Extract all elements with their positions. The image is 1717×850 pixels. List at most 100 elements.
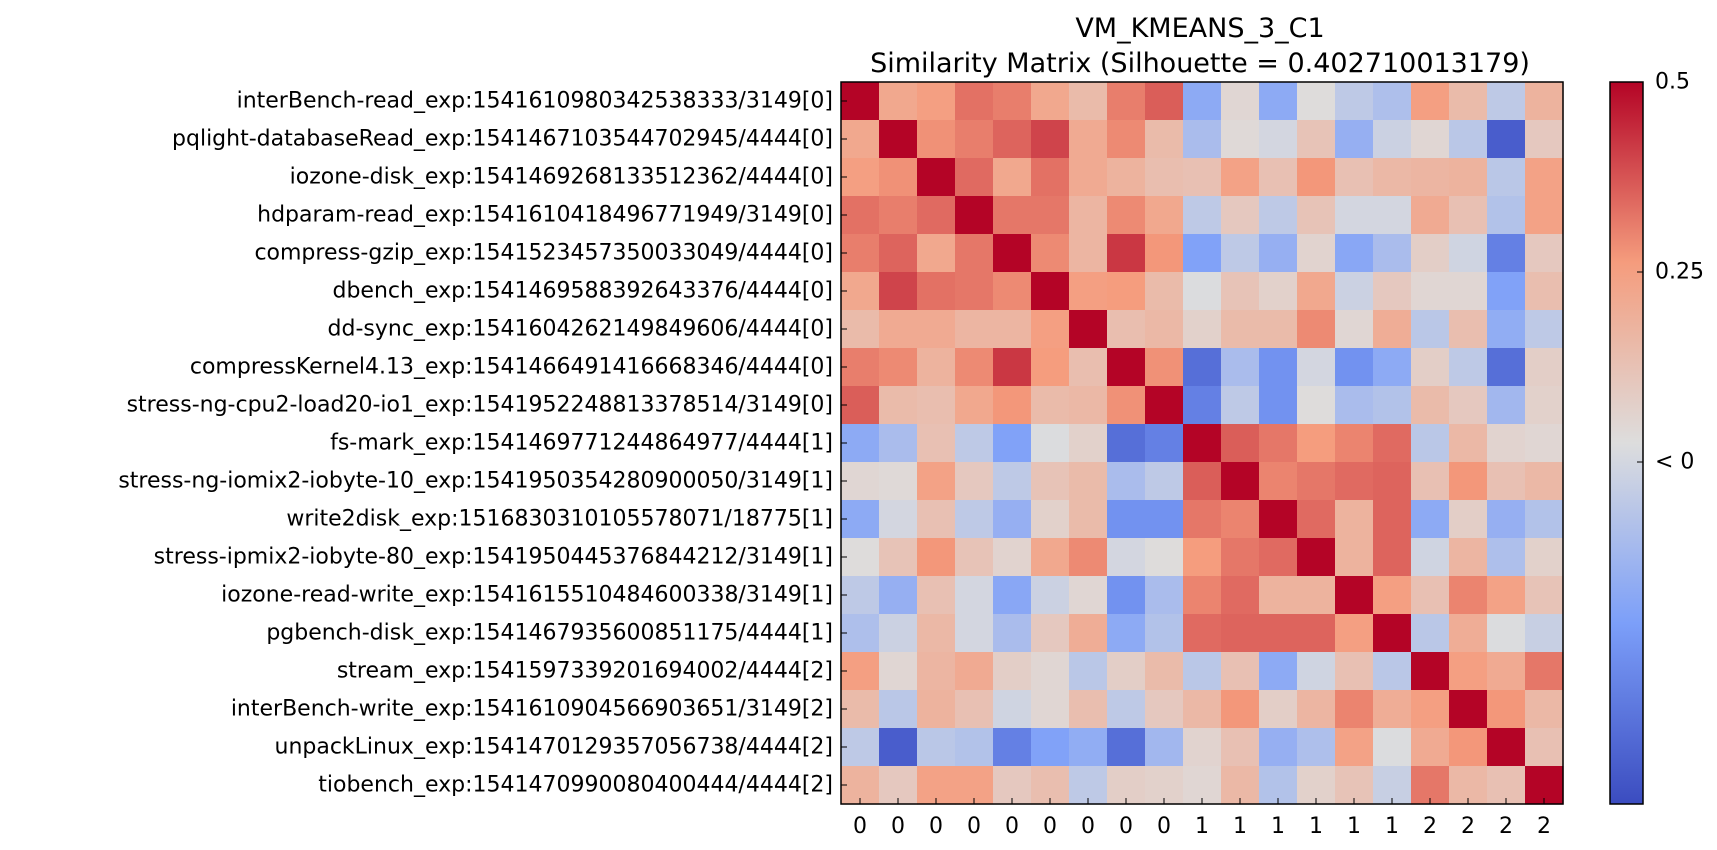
colorbar-tick-label: 0.5 xyxy=(1655,70,1690,95)
heatmap-cell xyxy=(1031,462,1070,501)
heatmap-cell xyxy=(955,652,994,691)
heatmap-cell xyxy=(1335,614,1374,653)
heatmap-cell xyxy=(1525,196,1564,235)
heatmap-cell xyxy=(1487,82,1526,121)
heatmap-cell xyxy=(1145,614,1184,653)
heatmap-cell xyxy=(1069,272,1108,311)
heatmap-cell xyxy=(1449,120,1488,159)
heatmap-cell xyxy=(841,158,880,197)
heatmap-cell xyxy=(1145,272,1184,311)
heatmap-cell xyxy=(917,538,956,577)
heatmap-cell xyxy=(841,348,880,387)
heatmap-cell xyxy=(1411,690,1450,729)
heatmap-cell xyxy=(841,424,880,463)
heatmap-cell xyxy=(1373,424,1412,463)
heatmap-cell xyxy=(1335,196,1374,235)
heatmap-cell xyxy=(993,424,1032,463)
heatmap-cell xyxy=(1373,348,1412,387)
heatmap-cell xyxy=(879,310,918,349)
heatmap-cell xyxy=(1335,424,1374,463)
heatmap-cell xyxy=(1335,728,1374,767)
heatmap-cell xyxy=(1487,424,1526,463)
heatmap-cell xyxy=(1183,196,1222,235)
heatmap-cell xyxy=(1069,690,1108,729)
heatmap-cell xyxy=(841,386,880,425)
heatmap-cell xyxy=(1145,158,1184,197)
heatmap-cell xyxy=(993,614,1032,653)
heatmap-cell xyxy=(1525,652,1564,691)
heatmap-cell xyxy=(1107,386,1146,425)
heatmap-cell xyxy=(1411,234,1450,273)
heatmap-cell xyxy=(917,690,956,729)
heatmap-cell xyxy=(1069,82,1108,121)
heatmap-cell xyxy=(1449,82,1488,121)
heatmap-cell xyxy=(1031,158,1070,197)
heatmap-cell xyxy=(917,348,956,387)
heatmap-cell xyxy=(1335,348,1374,387)
heatmap-cell xyxy=(1183,614,1222,653)
heatmap-cell xyxy=(993,500,1032,539)
heatmap-cell xyxy=(1373,728,1412,767)
heatmap-cell xyxy=(1145,82,1184,121)
heatmap-cell xyxy=(1107,348,1146,387)
heatmap-cell xyxy=(1107,272,1146,311)
row-label: compressKernel4.13_exp:15414664914166683… xyxy=(190,355,833,380)
heatmap-cell xyxy=(1221,386,1260,425)
row-label: pgbench-disk_exp:1541467935600851175/444… xyxy=(266,621,833,646)
heatmap-cell xyxy=(879,500,918,539)
heatmap-cell xyxy=(1221,500,1260,539)
heatmap-cell xyxy=(1297,386,1336,425)
heatmap-cell xyxy=(1373,196,1412,235)
heatmap-cell xyxy=(841,120,880,159)
heatmap-cell xyxy=(1411,538,1450,577)
heatmap-cell xyxy=(1069,196,1108,235)
colorbar-ticks: 0.5 0.25 < 0 xyxy=(1637,70,1704,475)
column-label: 0 xyxy=(891,814,905,839)
heatmap-cell xyxy=(1297,462,1336,501)
column-label: 1 xyxy=(1195,814,1209,839)
heatmap-cell xyxy=(955,234,994,273)
heatmap-cell xyxy=(1145,576,1184,615)
heatmap-cell xyxy=(1031,272,1070,311)
heatmap-cell xyxy=(879,386,918,425)
heatmap-cell xyxy=(1069,158,1108,197)
heatmap-cell xyxy=(1373,614,1412,653)
heatmap-cell xyxy=(917,82,956,121)
heatmap-cell xyxy=(1221,158,1260,197)
heatmap-cell xyxy=(1335,462,1374,501)
heatmap-cell xyxy=(1069,652,1108,691)
heatmap-cell xyxy=(993,158,1032,197)
heatmap-cell xyxy=(955,690,994,729)
heatmap-cell xyxy=(879,272,918,311)
heatmap-cell xyxy=(1411,272,1450,311)
heatmap-cell xyxy=(879,120,918,159)
heatmap-cell xyxy=(955,462,994,501)
heatmap-cell xyxy=(1487,310,1526,349)
heatmap-cell xyxy=(955,120,994,159)
heatmap-cell xyxy=(1411,196,1450,235)
heatmap-cell xyxy=(1297,120,1336,159)
heatmap-cell xyxy=(1069,614,1108,653)
heatmap-cell xyxy=(1411,576,1450,615)
heatmap-cell xyxy=(1221,272,1260,311)
heatmap-cell xyxy=(1145,424,1184,463)
heatmap-cell xyxy=(879,196,918,235)
heatmap-cell xyxy=(1259,652,1298,691)
heatmap-cell xyxy=(879,82,918,121)
heatmap-cell xyxy=(1259,348,1298,387)
row-label: interBench-write_exp:1541610904566903651… xyxy=(231,697,833,722)
heatmap-cell xyxy=(1259,234,1298,273)
heatmap-cell xyxy=(1449,652,1488,691)
heatmap-cell xyxy=(1487,728,1526,767)
heatmap-cell xyxy=(1373,690,1412,729)
heatmap-cell xyxy=(1525,614,1564,653)
heatmap-cell xyxy=(1031,386,1070,425)
heatmap-cell xyxy=(955,386,994,425)
heatmap-cell xyxy=(879,538,918,577)
heatmap-cell xyxy=(1259,614,1298,653)
row-label: iozone-disk_exp:1541469268133512362/4444… xyxy=(290,165,833,190)
column-label: 2 xyxy=(1461,814,1475,839)
row-label: stress-ng-iomix2-iobyte-10_exp:154195035… xyxy=(118,469,833,494)
heatmap-cell xyxy=(993,728,1032,767)
